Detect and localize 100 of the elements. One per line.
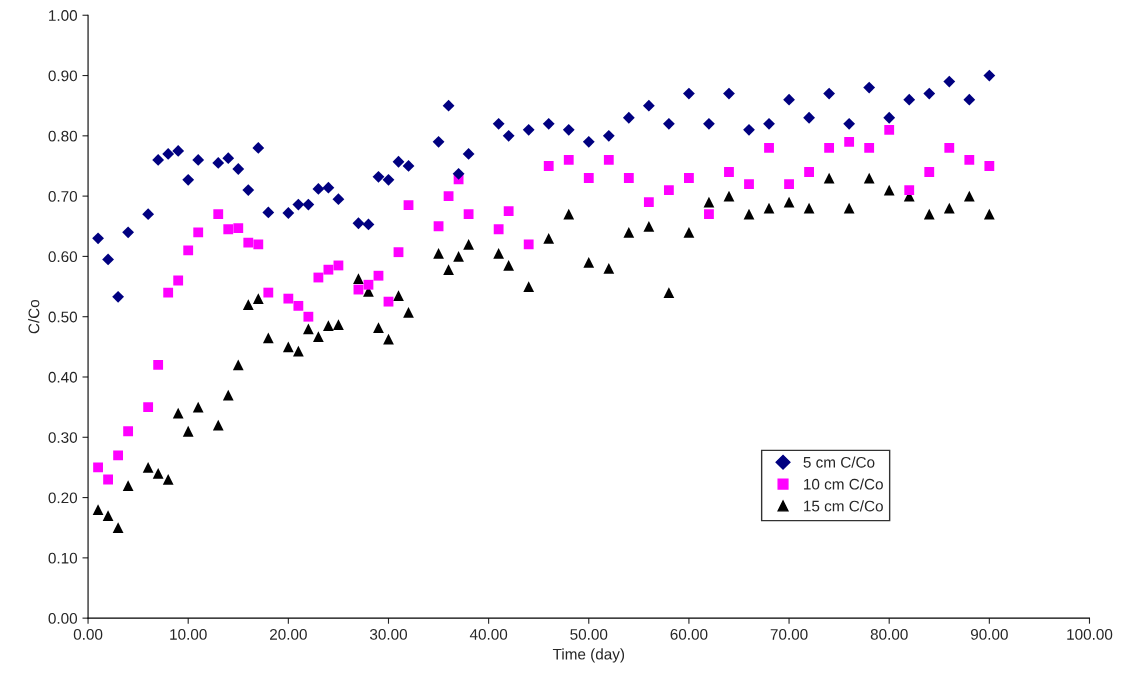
y-tick-label: 0.60 bbox=[48, 251, 78, 263]
x-tick-label: 80.00 bbox=[870, 628, 908, 640]
point bbox=[192, 401, 204, 413]
point bbox=[442, 99, 455, 112]
x-tick-label: 50.00 bbox=[570, 628, 608, 640]
point bbox=[103, 474, 113, 485]
point bbox=[452, 167, 465, 180]
point bbox=[212, 419, 224, 431]
point bbox=[293, 300, 304, 311]
point bbox=[803, 202, 815, 214]
point bbox=[863, 172, 875, 184]
point bbox=[92, 504, 104, 516]
point bbox=[182, 173, 195, 186]
point bbox=[112, 290, 124, 303]
point bbox=[743, 208, 755, 220]
point bbox=[704, 209, 714, 220]
point bbox=[503, 206, 514, 217]
point bbox=[162, 474, 174, 485]
point bbox=[563, 208, 575, 220]
x-tick-label: 60.00 bbox=[670, 628, 708, 640]
x-tick-label: 0.00 bbox=[73, 628, 103, 640]
point bbox=[182, 425, 194, 437]
point bbox=[623, 173, 634, 183]
point bbox=[744, 179, 754, 189]
point bbox=[223, 224, 234, 235]
point bbox=[302, 198, 315, 211]
point bbox=[843, 202, 855, 214]
point bbox=[542, 117, 555, 130]
y-tick-label: 0.80 bbox=[48, 130, 78, 142]
point bbox=[563, 155, 574, 165]
point bbox=[683, 87, 695, 100]
point bbox=[393, 247, 404, 258]
point bbox=[243, 237, 254, 248]
point bbox=[292, 345, 304, 357]
point bbox=[172, 407, 184, 419]
point bbox=[562, 123, 575, 136]
point bbox=[432, 135, 445, 148]
point bbox=[643, 220, 655, 232]
point bbox=[803, 111, 815, 124]
point bbox=[313, 331, 324, 342]
point bbox=[123, 426, 134, 437]
point bbox=[684, 173, 694, 183]
point bbox=[944, 142, 955, 153]
point bbox=[623, 226, 635, 238]
point bbox=[543, 232, 555, 244]
point bbox=[743, 123, 755, 136]
point bbox=[262, 206, 275, 219]
point bbox=[122, 480, 134, 491]
point bbox=[382, 173, 395, 186]
point bbox=[924, 167, 935, 177]
point bbox=[724, 167, 734, 177]
point bbox=[383, 296, 394, 307]
point bbox=[443, 191, 454, 202]
x-tick-label: 90.00 bbox=[970, 628, 1008, 640]
point bbox=[493, 248, 505, 259]
point bbox=[764, 142, 774, 153]
point bbox=[662, 117, 675, 130]
point bbox=[113, 450, 124, 461]
point bbox=[784, 179, 794, 189]
point bbox=[783, 93, 795, 106]
point bbox=[402, 160, 415, 172]
point bbox=[183, 245, 194, 256]
point bbox=[883, 111, 896, 124]
x-axis-title: Time (day) bbox=[552, 648, 625, 663]
point bbox=[763, 202, 775, 214]
point bbox=[493, 224, 504, 235]
point bbox=[252, 141, 265, 154]
point bbox=[303, 311, 314, 322]
point bbox=[232, 359, 244, 371]
y-tick-label: 0.00 bbox=[48, 613, 78, 624]
point bbox=[503, 260, 515, 271]
point bbox=[242, 299, 254, 311]
point bbox=[232, 163, 245, 175]
point bbox=[443, 264, 454, 276]
point bbox=[462, 148, 475, 160]
point bbox=[263, 287, 274, 298]
point bbox=[884, 124, 895, 135]
point bbox=[152, 154, 165, 166]
point bbox=[492, 117, 505, 130]
point bbox=[173, 275, 184, 286]
y-tick-label: 0.70 bbox=[48, 190, 78, 202]
point bbox=[502, 129, 515, 142]
point bbox=[463, 209, 474, 220]
point bbox=[453, 251, 464, 262]
point bbox=[863, 81, 876, 94]
point bbox=[282, 341, 294, 353]
point bbox=[983, 69, 996, 82]
y-tick-label: 0.20 bbox=[48, 492, 78, 504]
point bbox=[864, 142, 875, 153]
x-tick-label: 30.00 bbox=[369, 628, 408, 640]
point bbox=[122, 226, 135, 239]
point bbox=[353, 273, 364, 285]
y-axis-title: C/Co bbox=[28, 299, 40, 334]
point bbox=[923, 208, 935, 220]
point bbox=[622, 111, 635, 124]
point bbox=[283, 293, 294, 304]
point bbox=[152, 468, 164, 479]
point bbox=[763, 117, 775, 130]
point bbox=[323, 320, 334, 332]
point bbox=[252, 293, 264, 304]
